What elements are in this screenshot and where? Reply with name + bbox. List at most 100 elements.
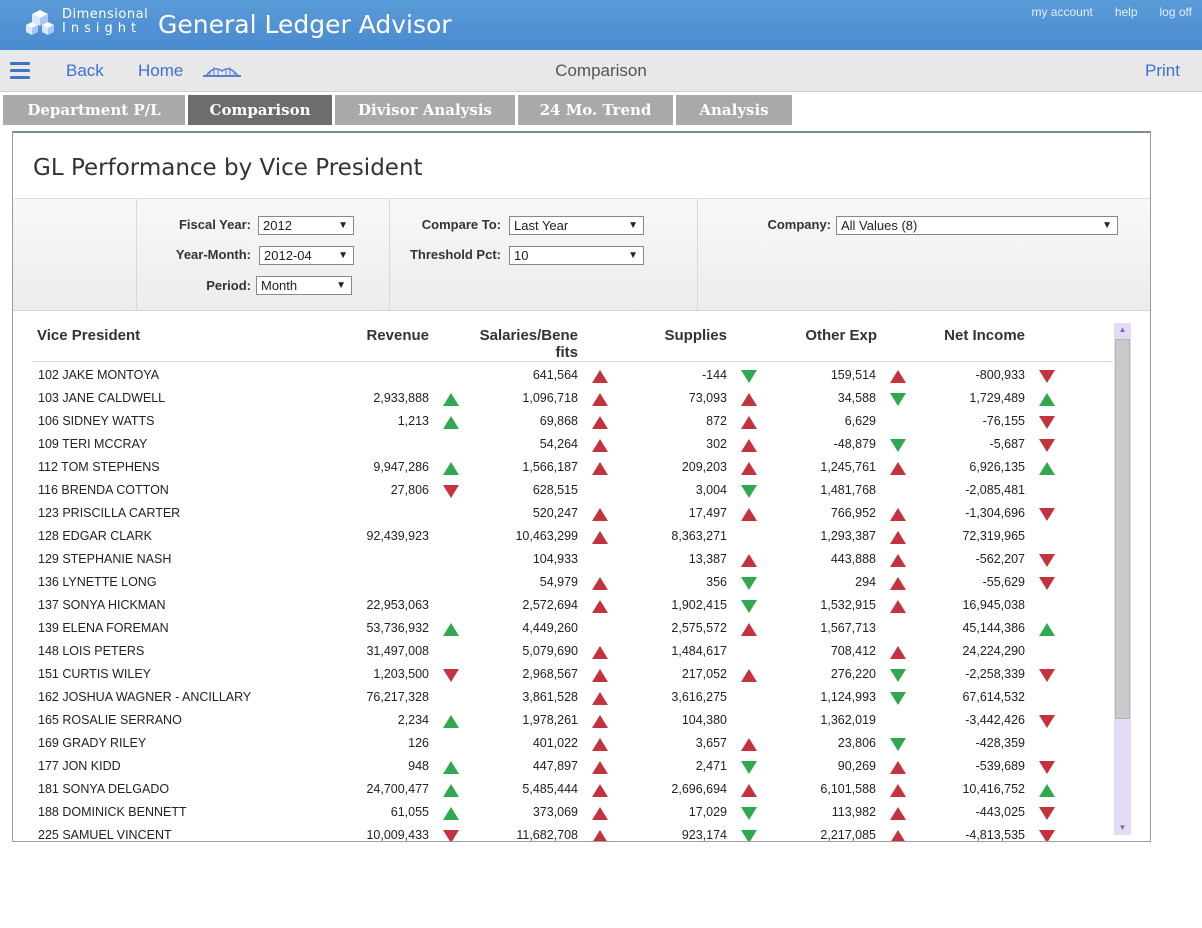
table-row[interactable]: 136 LYNETTE LONG 54,979 356 294 -55,629: [33, 571, 1113, 594]
table-row[interactable]: 169 GRADY RILEY 126 401,022 3,657 23,806 -428…: [33, 732, 1113, 755]
year-month-select[interactable]: 2012-04 ▼: [259, 246, 354, 265]
sal-value-cell: 3,861,528: [522, 690, 578, 704]
table-row[interactable]: 181 SONYA DELGADO 24,700,477 5,485,444 2,69…: [33, 778, 1113, 801]
tab-department-pl[interactable]: Department P/L: [3, 95, 185, 125]
col-header-net-income[interactable]: Net Income: [944, 327, 1025, 344]
vp-name-cell[interactable]: 188 DOMINICK BENNETT: [38, 805, 187, 819]
scroll-up-arrow-icon[interactable]: ▲: [1118, 325, 1127, 334]
up-green-arrow-icon: [1039, 623, 1055, 636]
up-red-arrow-icon: [741, 669, 757, 682]
sal-value-cell: 69,868: [539, 414, 578, 428]
scroll-thumb[interactable]: [1115, 339, 1130, 719]
sal-value-cell: 1,566,187: [522, 460, 578, 474]
vp-name-cell[interactable]: 165 ROSALIE SERRANO: [38, 713, 182, 727]
table-row[interactable]: 106 SIDNEY WATTS 1,213 69,868 872 6,629 -76,1…: [33, 410, 1113, 433]
table-row[interactable]: 225 SAMUEL VINCENT 10,009,433 11,682,708 92…: [33, 824, 1113, 842]
table-row[interactable]: 116 BRENDA COTTON 27,806 628,515 3,004 1,481…: [33, 479, 1113, 502]
up-red-arrow-icon: [741, 784, 757, 797]
table-row[interactable]: 151 CURTIS WILEY 1,203,500 2,968,567 217,05…: [33, 663, 1113, 686]
up-red-arrow-icon: [741, 462, 757, 475]
vp-name-cell[interactable]: 139 ELENA FOREMAN: [38, 621, 169, 635]
vp-name-cell[interactable]: 136 LYNETTE LONG: [38, 575, 157, 589]
down-green-arrow-icon: [741, 807, 757, 820]
vp-name-cell[interactable]: 103 JANE CALDWELL: [38, 391, 166, 405]
up-red-arrow-icon: [890, 554, 906, 567]
log-off-link[interactable]: log off: [1159, 5, 1192, 19]
print-link[interactable]: Print: [1145, 61, 1180, 80]
table-row[interactable]: 102 JAKE MONTOYA 641,564 -144 159,514 -800,9…: [33, 364, 1113, 387]
vp-name-cell[interactable]: 128 EDGAR CLARK: [38, 529, 152, 543]
vp-name-cell[interactable]: 106 SIDNEY WATTS: [38, 414, 155, 428]
oth-value-cell: 2,217,085: [820, 828, 876, 842]
up-red-arrow-icon: [741, 393, 757, 406]
threshold-pct-select[interactable]: 10 ▼: [509, 246, 644, 265]
my-account-link[interactable]: my account: [1031, 5, 1093, 19]
table-row[interactable]: 139 ELENA FOREMAN 53,736,932 4,449,260 2,57…: [33, 617, 1113, 640]
col-header-salaries-benefits[interactable]: Salaries/Bene fits: [453, 327, 578, 361]
col-header-vice-president[interactable]: Vice President: [37, 327, 141, 344]
fiscal-year-select[interactable]: 2012 ▼: [258, 216, 354, 235]
table-row[interactable]: 129 STEPHANIE NASH 104,933 13,387 443,888 -5…: [33, 548, 1113, 571]
tab-divisor-analysis[interactable]: Divisor Analysis: [335, 95, 515, 125]
year-month-label: Year-Month:: [175, 247, 251, 262]
vp-name-cell[interactable]: 109 TERI MCCRAY: [38, 437, 148, 451]
vp-name-cell[interactable]: 225 SAMUEL VINCENT: [38, 828, 172, 842]
home-link[interactable]: Home: [138, 61, 184, 80]
table-row[interactable]: 162 JOSHUA WAGNER - ANCILLARY 76,217,328 3…: [33, 686, 1113, 709]
sup-value-cell: 2,696,694: [671, 782, 727, 796]
table-row[interactable]: 165 ROSALIE SERRANO 2,234 1,978,261 104,380…: [33, 709, 1113, 732]
header-links: my account help log off: [1031, 5, 1192, 19]
help-link[interactable]: help: [1114, 5, 1138, 19]
tab-comparison[interactable]: Comparison: [188, 95, 332, 125]
vp-name-cell[interactable]: 181 SONYA DELGADO: [38, 782, 170, 796]
up-green-arrow-icon: [1039, 784, 1055, 797]
col-header-other-exp[interactable]: Other Exp: [805, 327, 877, 344]
sal-value-cell: 641,564: [532, 368, 578, 382]
up-green-arrow-icon: [443, 807, 459, 820]
tab-analysis[interactable]: Analysis: [676, 95, 792, 125]
table-row[interactable]: 123 PRISCILLA CARTER 520,247 17,497 766,952…: [33, 502, 1113, 525]
vp-name-cell[interactable]: 162 JOSHUA WAGNER - ANCILLARY: [38, 690, 252, 704]
table-row[interactable]: 103 JANE CALDWELL 2,933,888 1,096,718 73,09…: [33, 387, 1113, 410]
tab-24-mo-trend[interactable]: 24 Mo. Trend: [518, 95, 673, 125]
scroll-down-arrow-icon[interactable]: ▼: [1118, 823, 1127, 832]
vp-name-cell[interactable]: 137 SONYA HICKMAN: [38, 598, 166, 612]
table-row[interactable]: 112 TOM STEPHENS 9,947,286 1,566,187 209,20…: [33, 456, 1113, 479]
vp-name-cell[interactable]: 169 GRADY RILEY: [38, 736, 147, 750]
net-value-cell: -5,687: [989, 437, 1025, 451]
down-green-arrow-icon: [890, 669, 906, 682]
down-red-arrow-icon: [1039, 577, 1055, 590]
vp-name-cell[interactable]: 148 LOIS PETERS: [38, 644, 145, 658]
vp-name-cell[interactable]: 123 PRISCILLA CARTER: [38, 506, 181, 520]
table-row[interactable]: 148 LOIS PETERS 31,497,008 5,079,690 1,484,…: [33, 640, 1113, 663]
table-row[interactable]: 109 TERI MCCRAY 54,264 302 -48,879 -5,687: [33, 433, 1113, 456]
vp-name-cell[interactable]: 151 CURTIS WILEY: [38, 667, 152, 681]
sal-value-cell: 2,572,694: [522, 598, 578, 612]
table-row[interactable]: 188 DOMINICK BENNETT 61,055 373,069 17,029 1…: [33, 801, 1113, 824]
vp-name-cell[interactable]: 102 JAKE MONTOYA: [38, 368, 160, 382]
up-red-arrow-icon: [890, 462, 906, 475]
vp-name-cell[interactable]: 116 BRENDA COTTON: [38, 483, 169, 497]
vp-name-cell[interactable]: 129 STEPHANIE NASH: [38, 552, 172, 566]
sup-value-cell: 8,363,271: [671, 529, 727, 543]
col-header-revenue[interactable]: Revenue: [366, 327, 429, 344]
table-row[interactable]: 177 JON KIDD 948 447,897 2,471 90,269 -539,68…: [33, 755, 1113, 778]
hamburger-menu-icon[interactable]: [10, 62, 30, 80]
down-green-arrow-icon: [741, 485, 757, 498]
table-row[interactable]: 128 EDGAR CLARK 92,439,923 10,463,299 8,363…: [33, 525, 1113, 548]
compare-to-value: Last Year: [514, 218, 569, 233]
down-red-arrow-icon: [1039, 370, 1055, 383]
period-select[interactable]: Month ▼: [256, 276, 352, 295]
filter-divider: [697, 199, 698, 311]
compare-to-select[interactable]: Last Year ▼: [509, 216, 644, 235]
vertical-scrollbar[interactable]: ▲ ▼: [1114, 323, 1131, 835]
bridge-icon[interactable]: [202, 63, 242, 79]
company-select[interactable]: All Values (8) ▼: [836, 216, 1118, 235]
back-link[interactable]: Back: [66, 61, 104, 80]
up-red-arrow-icon: [592, 462, 608, 475]
up-red-arrow-icon: [592, 439, 608, 452]
col-header-supplies[interactable]: Supplies: [664, 327, 727, 344]
vp-name-cell[interactable]: 177 JON KIDD: [38, 759, 121, 773]
table-row[interactable]: 137 SONYA HICKMAN 22,953,063 2,572,694 1,90…: [33, 594, 1113, 617]
vp-name-cell[interactable]: 112 TOM STEPHENS: [38, 460, 160, 474]
